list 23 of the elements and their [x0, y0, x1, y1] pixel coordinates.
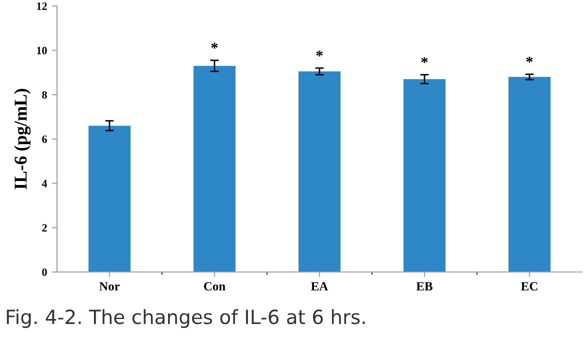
bar [508, 76, 550, 272]
y-tick-label: 0 [42, 268, 47, 276]
annotation: * [211, 42, 218, 49]
annotation: * [316, 50, 323, 56]
x-tick-label: EB [416, 282, 432, 290]
y-tick-label: 2 [42, 224, 47, 232]
y-tick-label: 4 [42, 180, 48, 188]
caption: Fig. 4-2. The changes of IL-6 at 6 hrs. [6, 309, 365, 328]
bar [88, 126, 130, 272]
bar [298, 71, 340, 272]
y-tick-label: 12 [37, 2, 47, 10]
bar [404, 79, 446, 272]
y-axis-title: IL-6 (pg/mL) [14, 88, 31, 190]
y-tick-label: 8 [42, 91, 47, 99]
y-tick-label: 10 [37, 46, 47, 54]
bar [194, 66, 236, 272]
annotation: * [526, 56, 533, 63]
x-tick-label: Nor [99, 282, 120, 291]
x-tick-label: EC [521, 282, 538, 291]
x-tick-label: Con [204, 282, 226, 291]
y-tick-label: 6 [42, 135, 47, 143]
annotation: * [421, 57, 428, 63]
x-tick-label: EA [311, 282, 328, 290]
